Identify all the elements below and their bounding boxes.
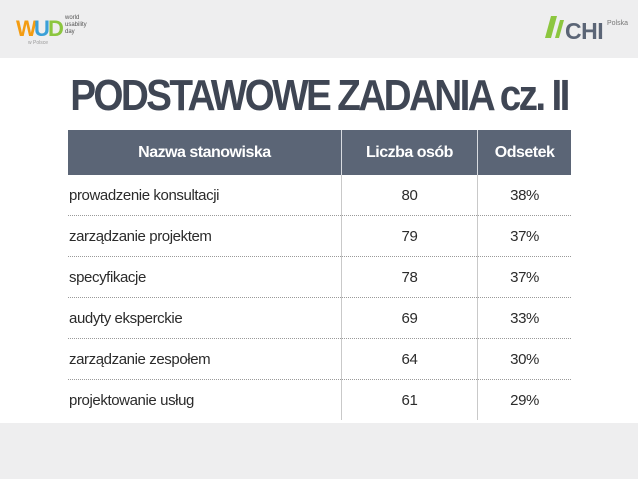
cell-percent: 30% — [477, 338, 571, 380]
column-header-position: Nazwa stanowiska — [68, 130, 342, 175]
table-row: zarządzanie projektem 79 37% — [68, 215, 571, 257]
cell-count: 80 — [340, 175, 478, 216]
table-row: zarządzanie zespołem 64 30% — [68, 338, 571, 380]
wud-line-3: day — [65, 29, 75, 35]
wud-logo: W U D w Polsce — [16, 14, 96, 46]
cell-percent: 37% — [477, 256, 571, 298]
cell-task: projektowanie usług — [69, 391, 194, 409]
svg-text:w Polsce: w Polsce — [28, 40, 48, 46]
cell-task: prowadzenie konsultacji — [68, 175, 342, 216]
cell-percent: 37% — [477, 215, 571, 257]
chi-mark-icon — [545, 16, 564, 38]
column-header-count: Liczba osób — [340, 130, 478, 175]
table-row: specyfikacje 78 37% — [68, 256, 571, 298]
cell-task: zarządzanie zespołem — [68, 338, 342, 380]
tasks-table: Nazwa stanowiska Liczba osób Odsetek pro… — [68, 130, 571, 420]
table-row: projektowanie usług 61 29% — [68, 379, 571, 420]
cell-count: 79 — [340, 215, 478, 257]
svg-text:W: W — [16, 16, 37, 41]
cell-count: 61 — [340, 379, 478, 420]
cell-count: 69 — [340, 297, 478, 339]
table-row: audyty eksperckie 69 33% — [68, 297, 571, 339]
header-band — [0, 0, 638, 58]
slide-title: PODSTAWOWE ZADANIA cz. II — [70, 71, 570, 120]
wud-logo-mark: W U D w Polsce — [16, 16, 64, 46]
wud-tagline: world usability day — [65, 15, 87, 36]
chi-sub-label: Polska — [607, 20, 629, 27]
wud-line-1: world — [65, 15, 80, 21]
table-row: prowadzenie konsultacji 80 38% — [68, 175, 571, 216]
chi-wordmark: CHI — [565, 18, 604, 44]
table-header-row: Nazwa stanowiska Liczba osób Odsetek — [68, 130, 571, 175]
cell-percent: 38% — [477, 175, 571, 216]
cell-count: 78 — [340, 256, 478, 298]
cell-count: 64 — [340, 338, 478, 380]
chi-logo: CHI Polska — [545, 14, 635, 46]
cell-percent: 33% — [477, 297, 571, 339]
cell-task: audyty eksperckie — [68, 297, 342, 339]
column-header-percent: Odsetek — [477, 130, 571, 175]
cell-task: specyfikacje — [68, 256, 342, 298]
cell-task: zarządzanie projektem — [68, 215, 342, 257]
svg-text:D: D — [48, 16, 64, 41]
footer-band — [0, 423, 638, 479]
cell-percent: 29% — [477, 379, 571, 420]
svg-text:U: U — [34, 16, 49, 41]
wud-line-2: usability — [65, 22, 87, 28]
